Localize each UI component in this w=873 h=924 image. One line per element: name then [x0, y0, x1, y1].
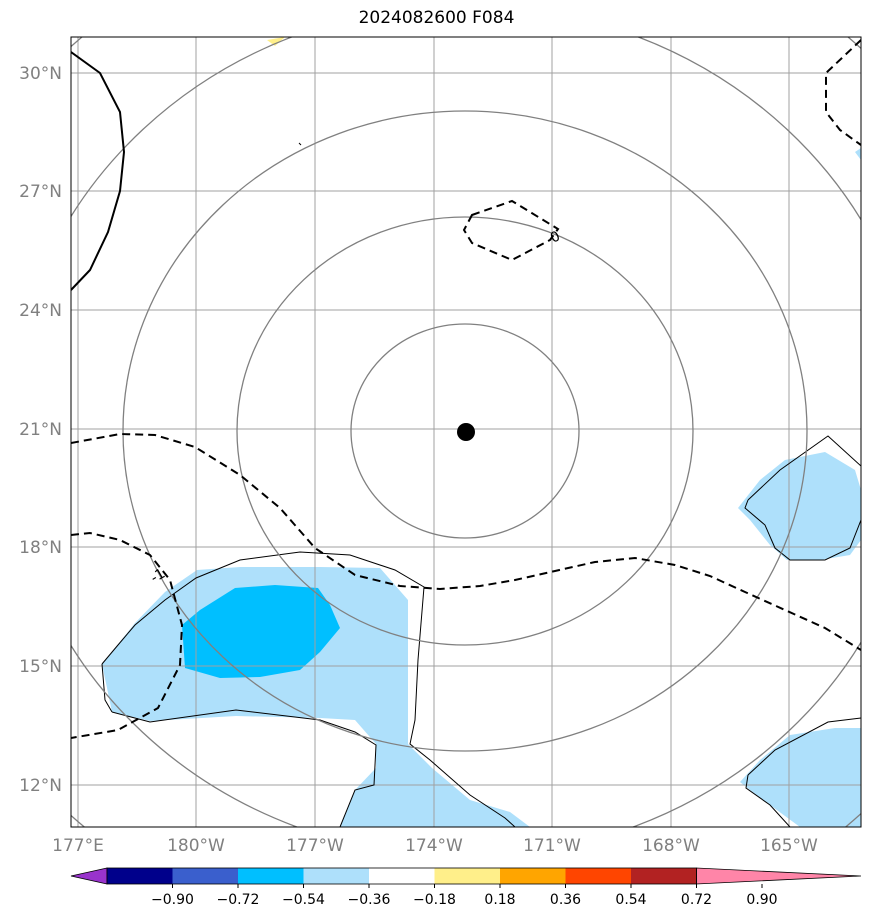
colorbar-tick-label: −0.90 [151, 892, 194, 908]
colorbar-tick-label: 0.18 [484, 892, 515, 908]
lat-label-30n: 30°N [19, 64, 62, 84]
lat-label-15n: 15°N [19, 657, 62, 677]
colorbar-tick-label: 0.90 [746, 892, 777, 908]
colorbar-tick-label: −0.54 [282, 892, 325, 908]
lat-label-24n: 24°N [19, 301, 62, 321]
colorbar: −0.90 −0.72 −0.54 −0.36 −0.18 0.18 0.36 0.54 0.7… [70, 867, 862, 908]
colorbar-tick-label: −0.72 [217, 892, 260, 908]
latitude-axis: 30°N 27°N 24°N 21°N 18°N 15°N 12°N [19, 64, 62, 796]
colorbar-segment [565, 868, 632, 884]
lon-label-168w: 168°W [642, 836, 700, 856]
colorbar-tick-label: −0.18 [413, 892, 456, 908]
center-marker [457, 423, 475, 441]
lon-label-174w: 174°W [405, 836, 463, 856]
colorbar-segment [238, 868, 304, 884]
colorbar-segment [303, 868, 370, 884]
lon-label-171w: 171°W [523, 836, 581, 856]
lon-label-177e: 177°E [52, 836, 104, 856]
lat-label-12n: 12°N [19, 776, 62, 796]
colorbar-segment [107, 868, 173, 884]
contour-dashed [71, 39, 861, 739]
contour-solid [71, 51, 126, 291]
lat-label-18n: 18°N [19, 538, 62, 558]
lon-label-180w: 180°W [167, 836, 225, 856]
colorbar-segment [631, 868, 697, 884]
colorbar-tick-label: 0.36 [550, 892, 581, 908]
contour-label-minus1: -1 [148, 566, 168, 587]
colorbar-segment [172, 868, 239, 884]
colorbar-extend-low [70, 867, 108, 885]
lon-label-177w: 177°W [286, 836, 344, 856]
colorbar-segment [500, 868, 566, 884]
coastlines [101, 142, 861, 827]
colorbar-tick-label: −0.36 [348, 892, 391, 908]
shaded-field-positive [267, 37, 285, 46]
longitude-axis: 177°E 180°W 177°W 174°W 171°W 168°W 165°… [52, 836, 818, 856]
lat-label-27n: 27°N [19, 182, 62, 202]
contour-label-0: 0 [548, 228, 563, 246]
colorbar-extend-high [696, 867, 862, 885]
colorbar-segment [434, 868, 501, 884]
colorbar-tick-label: 0.54 [615, 892, 646, 908]
colorbar-segment [369, 868, 435, 884]
lat-label-21n: 21°N [19, 420, 62, 440]
map-frame [70, 36, 862, 828]
colorbar-tick-label: 0.72 [681, 892, 712, 908]
lon-label-165w: 165°W [760, 836, 818, 856]
shaded-field-mid [182, 585, 340, 678]
colorbar-outline [106, 867, 697, 885]
map-title: 2024082600 F084 [358, 8, 515, 28]
